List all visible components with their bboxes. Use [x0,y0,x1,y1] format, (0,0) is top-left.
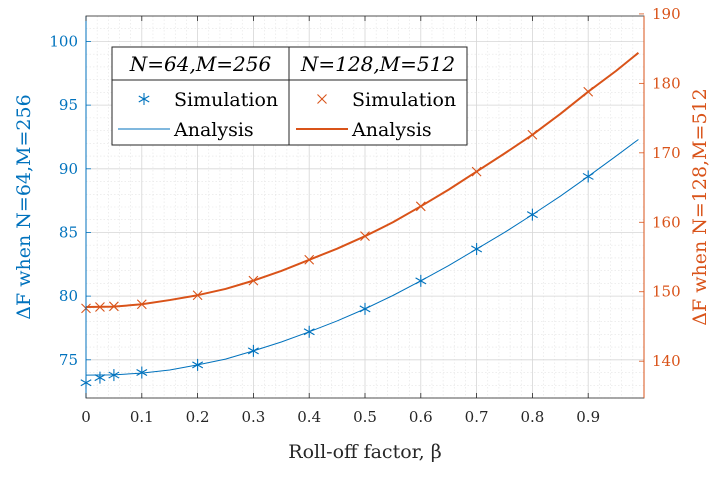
x-tick-label: 0.6 [409,408,433,426]
legend-simulation-label-n128: Simulation [352,89,456,111]
left-y-axis: 75 80 85 90 95 100 [49,16,91,398]
x-tick-label: 0 [81,408,91,426]
analysis-line-n64 [85,139,639,376]
legend-analysis-label-n128: Analysis [351,119,432,141]
legend-x-marker [317,94,327,104]
x-tick-label: 0.1 [130,408,154,426]
x-tick-label: 0.8 [520,408,544,426]
left-y-tick-label: 85 [59,223,78,241]
analysis-line-n128 [85,52,640,309]
left-y-tick-label: 75 [59,351,78,369]
left-y-tick-label: 100 [49,32,78,50]
legend: N=64,M=256 N=128,M=512 Simulation Analys… [111,46,468,146]
legend-header-n64: N=64,M=256 [129,52,272,76]
right-y-tick-label: 140 [652,352,681,370]
legend-asterisk-marker [138,93,150,105]
left-y-tick-label: 95 [59,96,78,114]
x-tick-label: 0.5 [353,408,377,426]
x-tick-label: 0.2 [186,408,210,426]
simulation-point-n64 [94,371,106,384]
left-y-tick-label: 80 [59,287,78,305]
legend-asterisk-glyph [138,93,150,105]
right-y-tick-label: 150 [652,283,681,301]
right-y-tick-label: 160 [652,213,681,231]
right-y-axis-label: ΔF when N=128,M=512 [689,88,711,325]
x-axis-label: Roll-off factor, β [288,441,441,463]
legend-x-glyph [317,94,327,104]
simulation-point-n64 [136,366,148,379]
left-y-axis-label: ΔF when N=64,M=256 [13,94,35,319]
x-axis: 0 0.1 0.2 0.3 0.4 0.5 0.6 0.7 0.8 0.9 [81,16,600,426]
x-tick-label: 0.3 [241,408,265,426]
x-tick-label: 0.9 [576,408,600,426]
legend-analysis-label-n64: Analysis [173,119,254,141]
left-y-tick-label: 90 [59,160,78,178]
right-y-tick-label: 180 [652,74,681,92]
legend-header-n128: N=128,M=512 [300,52,455,76]
right-y-tick-label: 190 [652,5,681,23]
legend-simulation-label-n64: Simulation [174,89,278,111]
right-y-tick-label: 170 [652,144,681,162]
series-layer [80,52,640,389]
right-y-axis: 140 150 160 170 180 190 [639,5,681,398]
x-tick-label: 0.7 [465,408,489,426]
x-tick-label: 0.4 [297,408,321,426]
